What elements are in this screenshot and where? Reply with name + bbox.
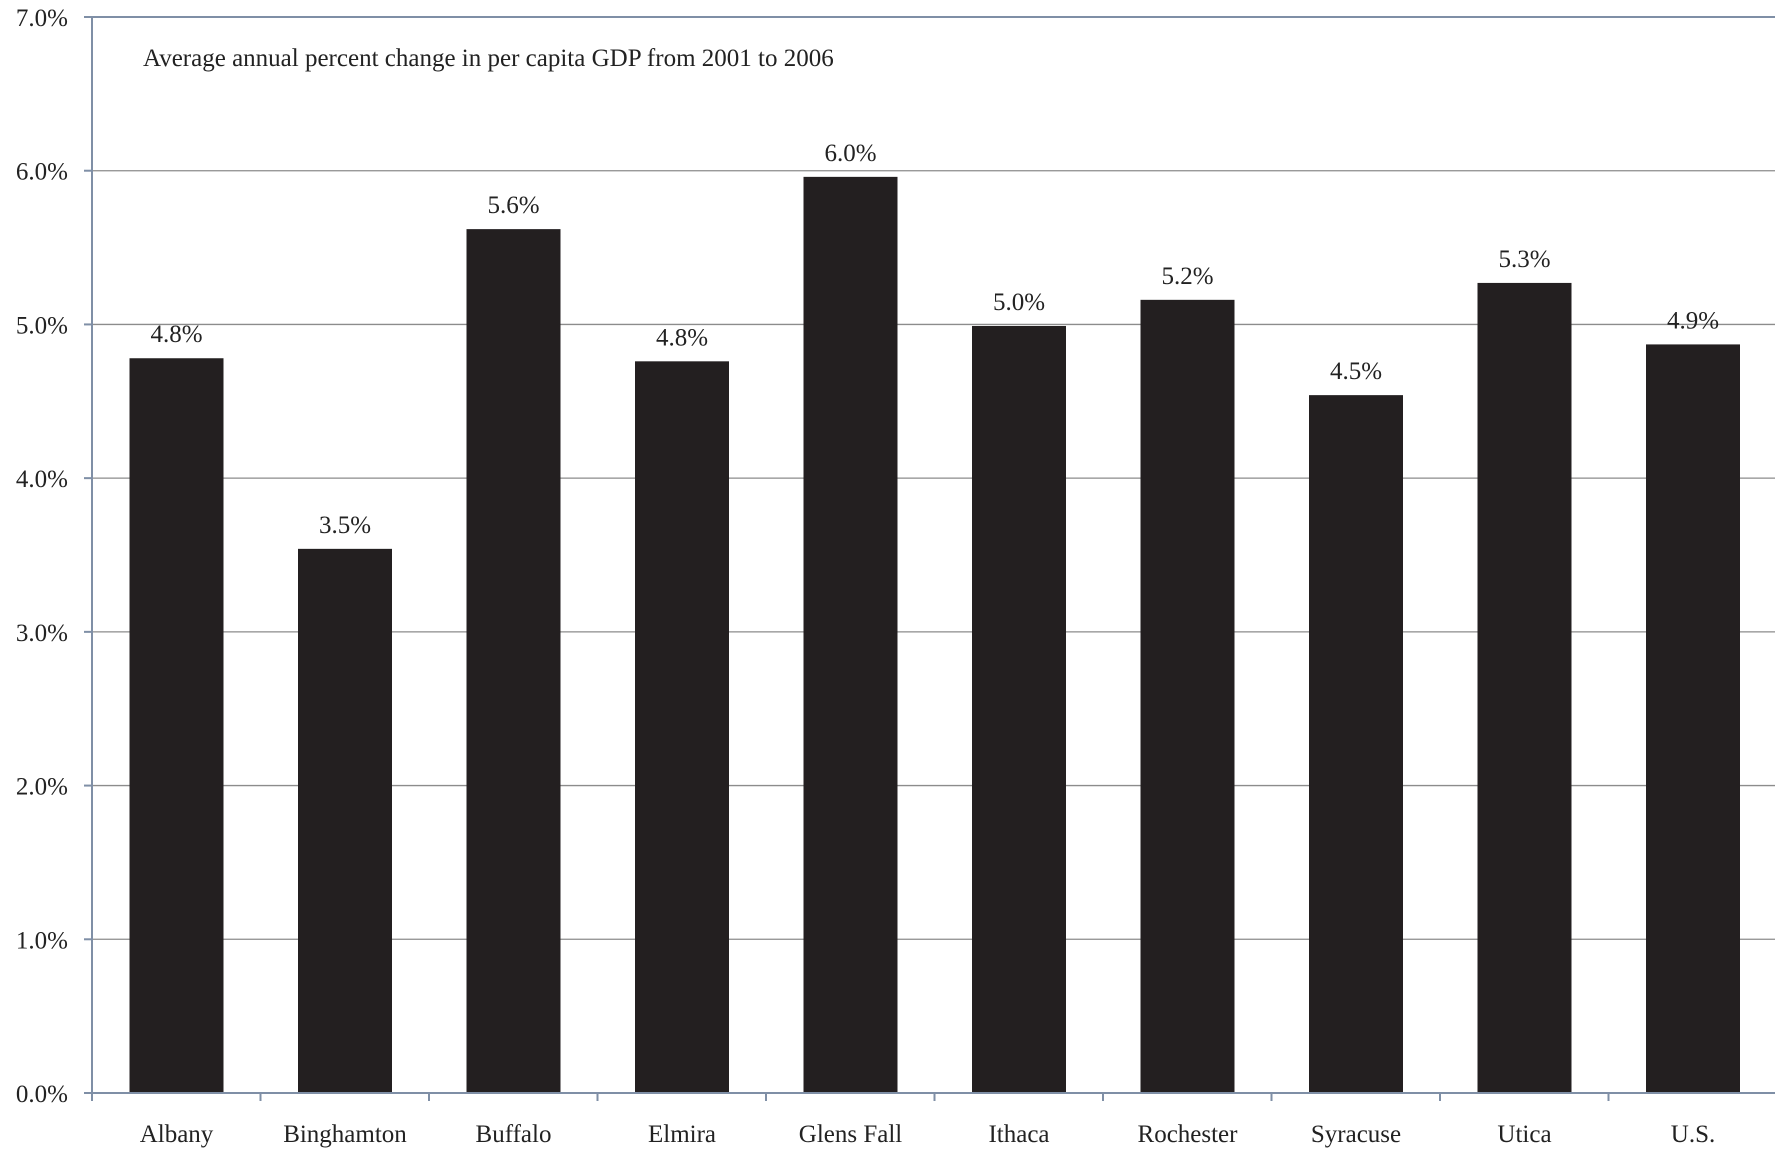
bar — [129, 358, 224, 1093]
bar — [635, 361, 729, 1093]
y-tick-label: 2.0% — [16, 774, 68, 801]
axes — [84, 16, 1775, 1101]
x-tick-label: Glens Fall — [799, 1121, 903, 1148]
y-tick-label: 3.0% — [16, 620, 68, 647]
x-tick-label: Ithaca — [988, 1121, 1049, 1148]
bar — [298, 548, 392, 1093]
bar — [1140, 299, 1235, 1093]
x-tick-label: Elmira — [648, 1121, 716, 1148]
bar — [972, 325, 1066, 1094]
data-label: 4.5% — [1330, 358, 1382, 385]
x-tick-label: Albany — [140, 1121, 214, 1148]
data-label: 5.3% — [1498, 246, 1550, 273]
y-tick-label: 4.0% — [16, 466, 68, 493]
data-label: 5.2% — [1161, 263, 1213, 290]
data-label: 4.8% — [150, 321, 202, 348]
x-tick-label: Syracuse — [1311, 1121, 1401, 1148]
y-tick-label: 6.0% — [16, 159, 68, 186]
bar — [466, 229, 561, 1093]
data-label: 5.0% — [993, 289, 1045, 316]
bar — [1477, 282, 1572, 1093]
y-tick-label: 0.0% — [16, 1081, 68, 1108]
y-tick-label: 7.0% — [16, 5, 68, 32]
y-tick-label: 5.0% — [16, 312, 68, 339]
data-label: 5.6% — [487, 192, 539, 219]
x-tick-label: Utica — [1497, 1121, 1551, 1148]
x-tick-label: Rochester — [1138, 1121, 1239, 1148]
y-tick-label: 1.0% — [16, 927, 68, 954]
x-tick-label: Buffalo — [476, 1121, 552, 1148]
x-tick-label: Binghamton — [283, 1121, 407, 1148]
bars — [129, 176, 1740, 1094]
data-label: 3.5% — [319, 512, 371, 539]
data-label: 4.8% — [656, 324, 708, 351]
x-tick-label: U.S. — [1671, 1121, 1715, 1148]
bar — [803, 176, 898, 1093]
labels: 0.0% 1.0% 2.0% 3.0% 4.0% 5.0% 6.0% 7.0% 4.8% Alba… — [16, 5, 1719, 1148]
data-label: 6.0% — [824, 140, 876, 167]
bar — [1309, 395, 1403, 1093]
bar — [1646, 344, 1740, 1093]
data-label: 4.9% — [1667, 307, 1719, 334]
chart-title: Average annual percent change in per cap… — [143, 45, 834, 72]
